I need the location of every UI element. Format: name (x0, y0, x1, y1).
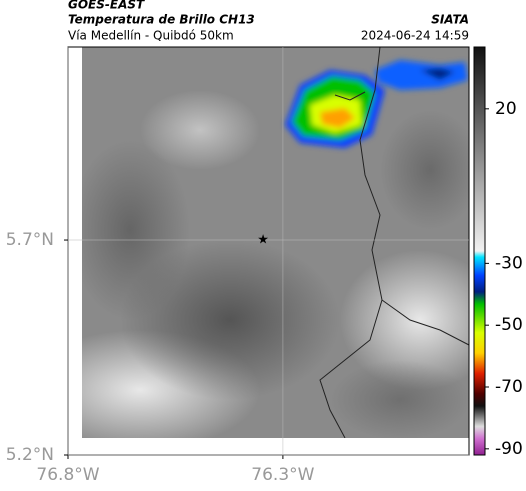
subtitle: Vía Medellín - Quibdó 50km (68, 29, 234, 43)
colorbar-tick-label: 20 (495, 99, 517, 119)
satellite-image (82, 47, 469, 438)
colorbar (473, 46, 486, 456)
org: SIATA (431, 13, 469, 27)
y-tick-label: 5.2°N (6, 445, 54, 465)
colorbar-tick-label: -50 (495, 315, 523, 335)
colorbar-tick-label: -70 (495, 377, 523, 397)
x-tick-label: 76.8°W (36, 465, 99, 485)
colorbar-tick-label: -30 (495, 253, 523, 273)
y-tick-label: 5.7°N (6, 230, 54, 250)
x-tick-label: 76.3°W (251, 465, 314, 485)
datetime: 2024-06-24 14:59 (361, 29, 469, 43)
source: GOES-EAST (68, 0, 145, 12)
title: Temperatura de Brillo CH13 (68, 13, 255, 27)
colorbar-tick-label: -90 (495, 439, 523, 459)
location-marker: ★ (257, 233, 269, 248)
